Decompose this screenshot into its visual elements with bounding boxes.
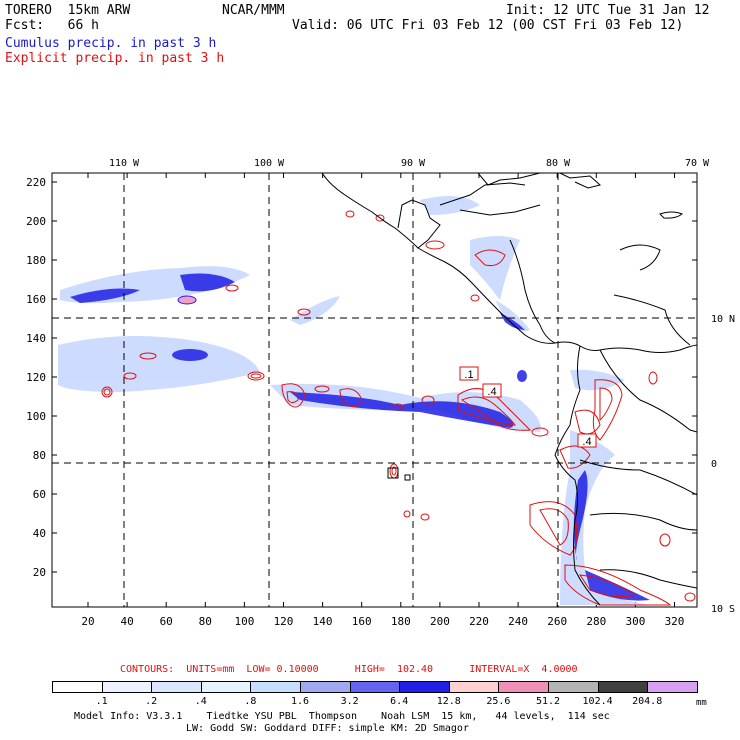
colorbar-swatch <box>300 681 351 693</box>
y-tick-label: 160 <box>26 293 46 306</box>
colorbar-label: 204.8 <box>632 696 663 707</box>
init-time: Init: 12 UTC Tue 31 Jan 12 <box>506 3 710 18</box>
y-tick-label: 60 <box>33 488 46 501</box>
colorbar-swatch <box>399 681 450 693</box>
x-tick-label: 180 <box>391 615 411 628</box>
colorbar-label: .1 <box>95 696 108 707</box>
y-tick-label: 20 <box>33 566 46 579</box>
y-tick-label: 220 <box>26 176 46 189</box>
center-label: NCAR/MMM <box>222 3 285 18</box>
x-tick-label: 220 <box>469 615 489 628</box>
x-tick-label: 60 <box>160 615 173 628</box>
colorbar-label: 51.2 <box>535 696 561 707</box>
forecast-hour: Fcst: 66 h <box>5 18 99 33</box>
colorbar-label: 12.8 <box>436 696 461 707</box>
y-tick-label: 120 <box>26 371 46 384</box>
contour-label: .4 <box>487 386 496 398</box>
longitude-label: 70 W <box>685 158 710 169</box>
colorbar-unit: mm <box>696 698 707 708</box>
latitude-labels: 10 N 0 10 S <box>711 314 735 615</box>
colorbar-label: .2 <box>145 696 158 707</box>
colorbar-swatch <box>448 681 500 693</box>
y-axis-ticks: 220 200 180 160 140 120 100 80 60 40 20 <box>26 176 697 579</box>
contour-label: .1 <box>464 369 473 381</box>
cumulus-field-label: Cumulus precip. in past 3 h <box>5 36 217 51</box>
colorbar-swatch <box>52 681 103 693</box>
colorbar-swatch <box>101 681 153 693</box>
longitude-label: 90 W <box>401 158 426 169</box>
colorbar-label: 3.2 <box>340 696 359 707</box>
x-tick-label: 40 <box>120 615 133 628</box>
colorbar-swatch <box>250 681 301 693</box>
lat-lon-grid <box>52 173 697 607</box>
latitude-label: 0 <box>711 459 717 470</box>
colorbar-label: .8 <box>244 696 257 707</box>
y-tick-label: 140 <box>26 332 46 345</box>
x-axis-ticks: 20 40 60 80 100 120 140 160 180 200 220 240 260 280 30… <box>81 173 684 628</box>
longitude-label: 110 W <box>109 158 140 169</box>
contour-label-box <box>459 366 479 381</box>
x-tick-label: 260 <box>547 615 567 628</box>
explicit-precip-contours <box>101 210 696 606</box>
colorbar-swatch <box>548 681 599 693</box>
model-info-line1: Model Info: V3.3.1 Tiedtke YSU PBL Thomp… <box>74 711 610 722</box>
longitude-labels: 110 W 100 W 90 W 80 W 70 W <box>109 158 710 169</box>
colorbar-swatch <box>200 681 252 693</box>
y-tick-label: 100 <box>26 410 46 423</box>
colorbar-swatch <box>647 681 698 693</box>
colorbar-swatch <box>498 681 549 693</box>
model-info-line2: LW: Godd SW: Goddard DIFF: simple KM: 2D… <box>186 723 469 734</box>
colorbar-swatch <box>151 681 202 693</box>
coastlines <box>321 173 697 606</box>
latitude-label: 10 N <box>711 314 735 325</box>
x-tick-label: 140 <box>313 615 333 628</box>
colorbar-label: 6.4 <box>390 696 409 707</box>
colorbar-swatch <box>597 681 649 693</box>
x-tick-label: 300 <box>625 615 645 628</box>
contour-label-box <box>577 433 597 448</box>
x-tick-label: 120 <box>274 615 294 628</box>
colorbar-label: 1.6 <box>290 696 310 707</box>
contour-label: .4 <box>582 436 591 448</box>
colorbar-label: 102.4 <box>582 696 613 707</box>
x-tick-label: 200 <box>430 615 450 628</box>
latitude-label: 10 S <box>711 604 735 615</box>
explicit-field-label: Explicit precip. in past 3 h <box>5 51 225 66</box>
x-tick-label: 160 <box>352 615 372 628</box>
contour-label-box <box>482 383 502 398</box>
colorbar-label: .4 <box>194 696 207 707</box>
x-tick-label: 320 <box>665 615 685 628</box>
contour-info: CONTOURS: UNITS=mm LOW= 0.10000 HIGH= 10… <box>120 664 578 675</box>
colorbar-label: 25.6 <box>486 696 511 707</box>
longitude-label: 100 W <box>254 158 285 169</box>
y-tick-label: 200 <box>26 215 46 228</box>
contour-value-labels: .1 .4 .4 <box>459 366 597 448</box>
valid-time: Valid: 06 UTC Fri 03 Feb 12 (00 CST Fri … <box>292 18 684 33</box>
precip-map: 220 200 180 160 140 120 100 80 60 40 20 20 40 60 80 10… <box>26 158 735 628</box>
colorbar-swatch <box>349 681 401 693</box>
x-tick-label: 240 <box>508 615 528 628</box>
x-tick-label: 280 <box>586 615 606 628</box>
y-tick-label: 40 <box>33 527 46 540</box>
y-tick-label: 80 <box>33 449 46 462</box>
longitude-label: 80 W <box>546 158 571 169</box>
x-tick-label: 80 <box>199 615 212 628</box>
model-title: TORERO 15km ARW <box>5 3 131 18</box>
y-tick-label: 180 <box>26 254 46 267</box>
heavy-precip-cell <box>177 295 197 305</box>
x-tick-label: 20 <box>81 615 94 628</box>
x-tick-label: 100 <box>234 615 254 628</box>
